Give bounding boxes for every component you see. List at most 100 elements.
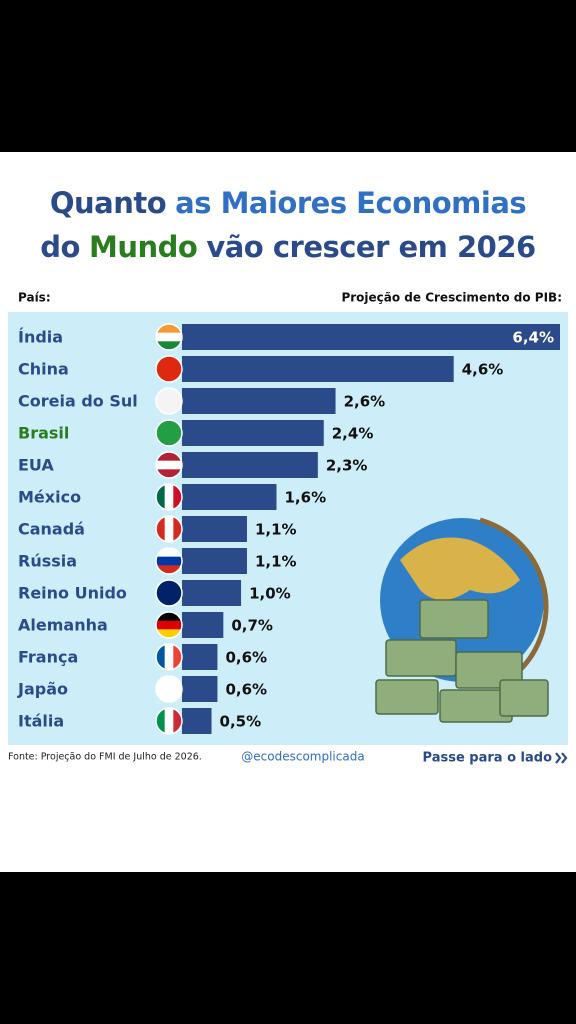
bar xyxy=(182,484,277,510)
flag-ring xyxy=(155,547,183,575)
flag-part xyxy=(156,460,182,470)
category-label: Japão xyxy=(17,680,68,699)
value-label: 2,3% xyxy=(326,457,368,475)
flag-part xyxy=(156,548,182,558)
flag-ring xyxy=(155,451,183,479)
title-line: do Mundo vão crescer em 2026 xyxy=(0,230,576,264)
title-segment: Quanto xyxy=(49,186,167,220)
bar xyxy=(182,708,212,734)
flag-ring xyxy=(155,611,183,639)
flag xyxy=(156,612,182,638)
flag-part xyxy=(156,565,182,574)
category-label: Brasil xyxy=(18,424,69,443)
flag-ring xyxy=(155,579,183,607)
chevrons xyxy=(555,752,568,764)
flag xyxy=(156,516,182,542)
bar xyxy=(182,420,324,446)
category-label: Canadá xyxy=(18,520,85,539)
category-label: Índia xyxy=(18,328,63,347)
flag-part xyxy=(173,484,182,510)
flag xyxy=(156,452,182,478)
flag-ring xyxy=(155,707,183,735)
flag-part xyxy=(164,644,174,670)
bar xyxy=(182,356,454,382)
flag xyxy=(156,484,182,510)
flag-part xyxy=(156,341,182,350)
flag xyxy=(156,708,182,734)
handle: @ecodescomplicada xyxy=(241,750,364,764)
flag-ring xyxy=(155,675,183,703)
value-label: 6,4% xyxy=(512,329,554,347)
flag-part xyxy=(156,612,182,622)
bar xyxy=(182,612,224,638)
category-label: México xyxy=(18,488,81,507)
category-label: Reino Unido xyxy=(18,584,127,603)
flag-part xyxy=(156,629,182,638)
bar xyxy=(182,452,318,478)
category-header: País: xyxy=(18,291,51,305)
value-label: 0,5% xyxy=(220,713,262,731)
bar xyxy=(182,676,218,702)
next-hint[interactable]: Passe para o lado xyxy=(423,751,553,766)
value-label: 0,6% xyxy=(225,649,267,667)
bar xyxy=(182,644,218,670)
flag-ring xyxy=(155,323,183,351)
flag-part xyxy=(156,452,182,462)
value-label: 4,6% xyxy=(462,361,504,379)
value-label: 1,1% xyxy=(255,521,297,539)
flag-part xyxy=(156,620,182,630)
globe-illustration xyxy=(375,517,549,723)
flag-ring xyxy=(155,483,183,511)
flag-part xyxy=(156,644,166,670)
category-label: Itália xyxy=(18,712,64,731)
flag-part xyxy=(156,516,166,542)
flag-part xyxy=(156,332,182,342)
flag xyxy=(156,548,182,574)
category-label: Coreia do Sul xyxy=(18,392,138,411)
bar xyxy=(182,388,336,414)
value-header: Projeção de Crescimento do PIB: xyxy=(341,291,562,305)
flag-part xyxy=(164,708,174,734)
bar xyxy=(182,548,247,574)
value-label: 1,1% xyxy=(255,553,297,571)
category-label: China xyxy=(18,360,69,379)
flag-part xyxy=(156,708,166,734)
title-segment: as Maiores Economias xyxy=(175,186,527,220)
category-label: EUA xyxy=(18,456,54,475)
category-label: Alemanha xyxy=(18,616,108,635)
value-label: 2,6% xyxy=(344,393,386,411)
flag-ring xyxy=(155,355,183,383)
flag-part xyxy=(156,324,182,334)
value-label: 0,6% xyxy=(225,681,267,699)
flag-part xyxy=(164,516,174,542)
flag-part xyxy=(156,556,182,566)
category-label: França xyxy=(18,648,78,667)
flag-ring xyxy=(155,419,183,447)
value-label: 0,7% xyxy=(231,617,273,635)
value-label: 1,6% xyxy=(285,489,327,507)
flag-part xyxy=(173,516,182,542)
source-note: Fonte: Projeção do FMI de Julho de 2026. xyxy=(8,752,202,763)
value-label: 1,0% xyxy=(249,585,291,603)
flag-part xyxy=(156,469,182,478)
flag xyxy=(156,644,182,670)
flag-ring xyxy=(155,643,183,671)
title-segment: Mundo xyxy=(88,230,198,264)
flag-part xyxy=(156,484,166,510)
flag-ring xyxy=(155,387,183,415)
flag-part xyxy=(173,644,182,670)
title-segment: do xyxy=(40,230,80,264)
bar xyxy=(182,580,242,606)
flag-part xyxy=(173,708,182,734)
flag-part xyxy=(164,484,174,510)
title-line: Quanto as Maiores Economias xyxy=(0,186,576,220)
flag xyxy=(156,324,182,350)
bar xyxy=(182,324,560,350)
bar xyxy=(182,516,247,542)
category-label: Rússia xyxy=(18,552,77,571)
flag-ring xyxy=(155,515,183,543)
title-segment: vão crescer em 2026 xyxy=(206,230,536,264)
value-label: 2,4% xyxy=(332,425,374,443)
